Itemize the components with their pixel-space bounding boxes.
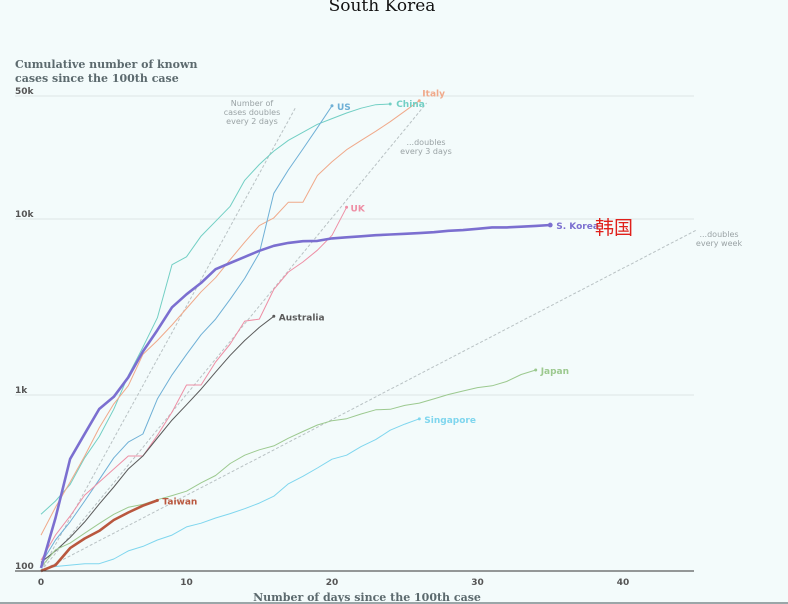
series-line-taiwan bbox=[40, 499, 158, 573]
series-label-korea: S. Korea bbox=[556, 222, 599, 232]
series-line-italy bbox=[40, 100, 420, 536]
series-endpoint-italy bbox=[417, 99, 421, 103]
series-label-italy: Italy bbox=[422, 90, 445, 100]
x-tick-label: 30 bbox=[471, 578, 484, 588]
chart-subtitle: Cumulative number of known cases since t… bbox=[15, 58, 198, 85]
series-endpoint-taiwan bbox=[155, 498, 159, 502]
doubling-guides: Number of cases doubles every 2 days ...dou… bbox=[40, 99, 743, 572]
series-line-japan bbox=[40, 369, 536, 568]
korea-chinese-annotation: 韩国 bbox=[595, 217, 634, 239]
y-tick-label: 50k bbox=[15, 87, 35, 97]
x-tick-label: 40 bbox=[617, 578, 630, 588]
series-label-taiwan: Taiwan bbox=[162, 497, 197, 507]
series-label-japan: Japan bbox=[540, 367, 569, 377]
bottom-border bbox=[0, 602, 788, 604]
series-endpoint-australia bbox=[272, 314, 276, 318]
gridlines bbox=[15, 95, 694, 572]
y-tick-label: 100 bbox=[15, 562, 34, 572]
x-tick-label: 20 bbox=[326, 578, 339, 588]
series-label-uk: UK bbox=[351, 204, 366, 214]
series-endpoint-us bbox=[330, 104, 334, 108]
doubling-guide-label: ...doubles every 3 days bbox=[400, 138, 452, 156]
series-endpoint-japan bbox=[534, 368, 538, 372]
series-line-us bbox=[40, 105, 333, 564]
doubling-guide-line bbox=[40, 229, 697, 572]
x-tick-label: 10 bbox=[180, 578, 193, 588]
series-line-australia bbox=[40, 315, 275, 563]
series-lines bbox=[39, 99, 553, 573]
page-title: South Korea bbox=[328, 0, 436, 16]
series-endpoint-uk bbox=[345, 205, 349, 209]
y-tick-label: 10k bbox=[15, 210, 35, 220]
series-endpoint-singapore bbox=[417, 417, 421, 421]
doubling-guide-label: Number of cases doubles every 2 days bbox=[224, 99, 281, 126]
x-axis-label: Number of days since the 100th case bbox=[253, 591, 481, 604]
doubling-guide-line bbox=[40, 102, 427, 572]
series-line-korea bbox=[39, 223, 551, 569]
series-label-australia: Australia bbox=[279, 313, 325, 323]
axes: 100 1k 10k 50k 0 10 20 30 40 bbox=[15, 87, 694, 588]
series-line-uk bbox=[40, 207, 348, 561]
series-endpoint-korea bbox=[547, 222, 553, 228]
series-line-china bbox=[40, 103, 391, 515]
doubling-guide-label: ...doubles every week bbox=[696, 230, 743, 248]
series-line-singapore bbox=[40, 418, 420, 570]
series-label-us: US bbox=[337, 103, 351, 113]
series-label-china: China bbox=[396, 100, 425, 110]
y-tick-label: 1k bbox=[15, 386, 28, 396]
x-tick-label: 0 bbox=[38, 578, 44, 588]
series-endpoint-china bbox=[388, 102, 392, 106]
series-label-singapore: Singapore bbox=[424, 416, 476, 426]
doubling-guide-line bbox=[40, 107, 297, 572]
